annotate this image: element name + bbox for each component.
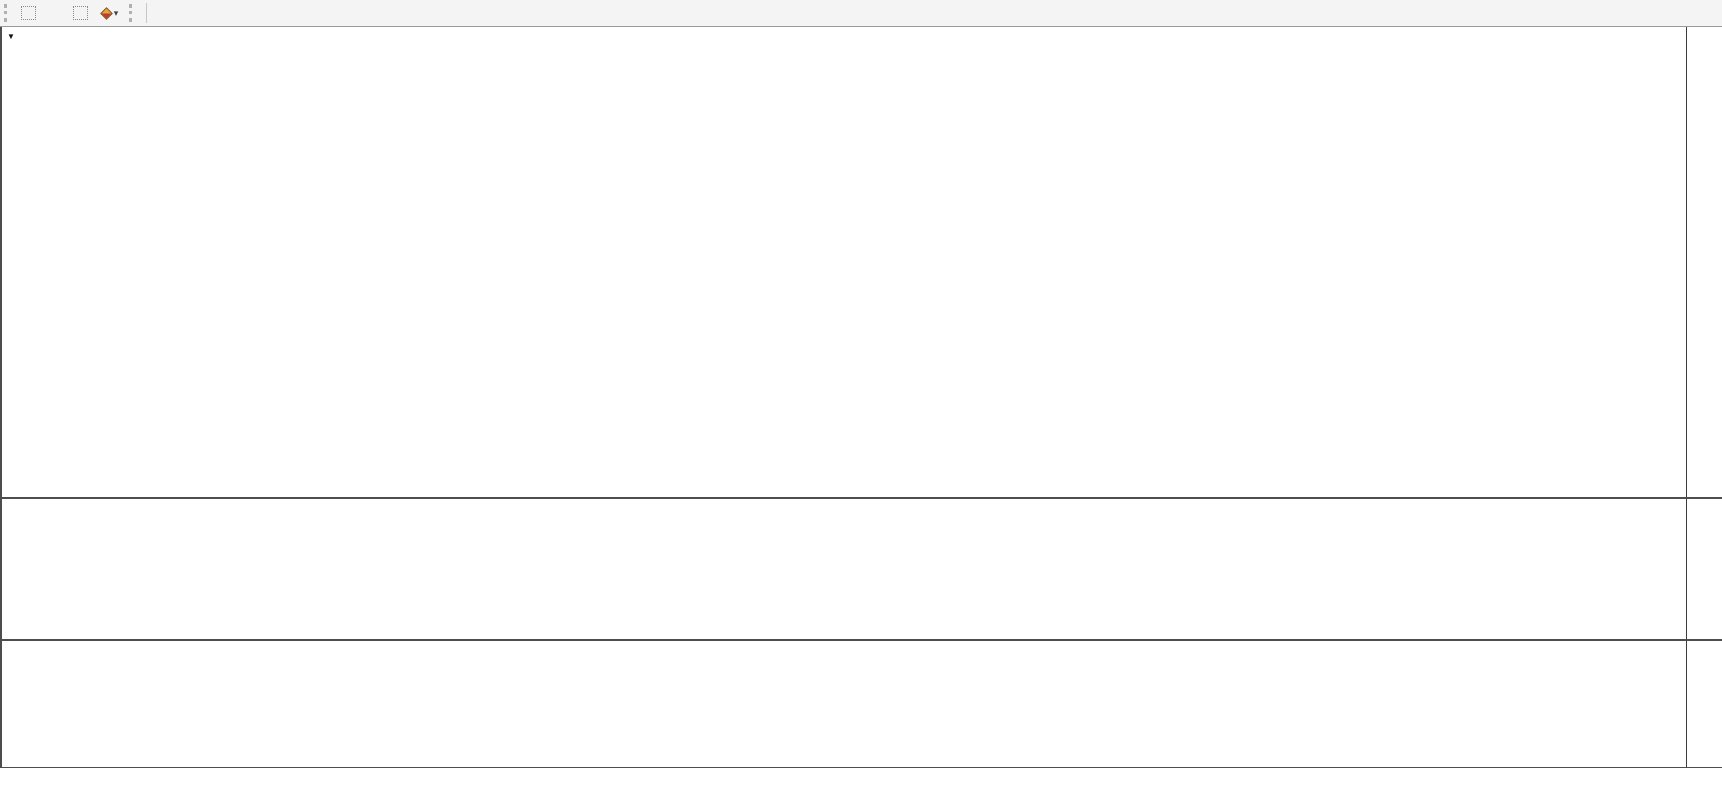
macd-axis-border: [1686, 499, 1687, 639]
arrow-marker-tool-button[interactable]: ▾: [93, 2, 127, 24]
chart-dropdown-icon[interactable]: ▼: [7, 32, 15, 41]
chart-title-bar: ▼: [7, 32, 27, 41]
rsi-indicator-panel[interactable]: [0, 641, 1722, 768]
window-left-border: [0, 27, 2, 768]
chevron-down-icon: ▾: [113, 7, 119, 18]
chart-window: ▼: [0, 27, 1722, 791]
macd-indicator-panel[interactable]: [0, 499, 1722, 641]
time-axis[interactable]: [0, 768, 1722, 791]
rsi-chart[interactable]: [0, 641, 1722, 767]
toolbar-separator: [146, 3, 147, 23]
fibonacci-icon: [20, 6, 36, 20]
candlestick-chart[interactable]: [0, 27, 1722, 497]
macd-chart[interactable]: [0, 499, 1722, 639]
fibonacci-tool-button[interactable]: [15, 2, 41, 24]
toolbar-drag-handle[interactable]: [4, 4, 10, 22]
text-label-icon: [72, 6, 88, 20]
top-toolbar: ▾: [0, 0, 1722, 27]
price-chart-panel[interactable]: ▼: [0, 27, 1722, 499]
text-tool-button[interactable]: [41, 2, 67, 24]
timeframe-toolbar-drag-handle[interactable]: [129, 4, 135, 22]
arrow-marker-icon: [99, 6, 113, 20]
price-axis-border: [1686, 27, 1687, 497]
text-label-tool-button[interactable]: [67, 2, 93, 24]
rsi-axis-border: [1686, 641, 1687, 767]
